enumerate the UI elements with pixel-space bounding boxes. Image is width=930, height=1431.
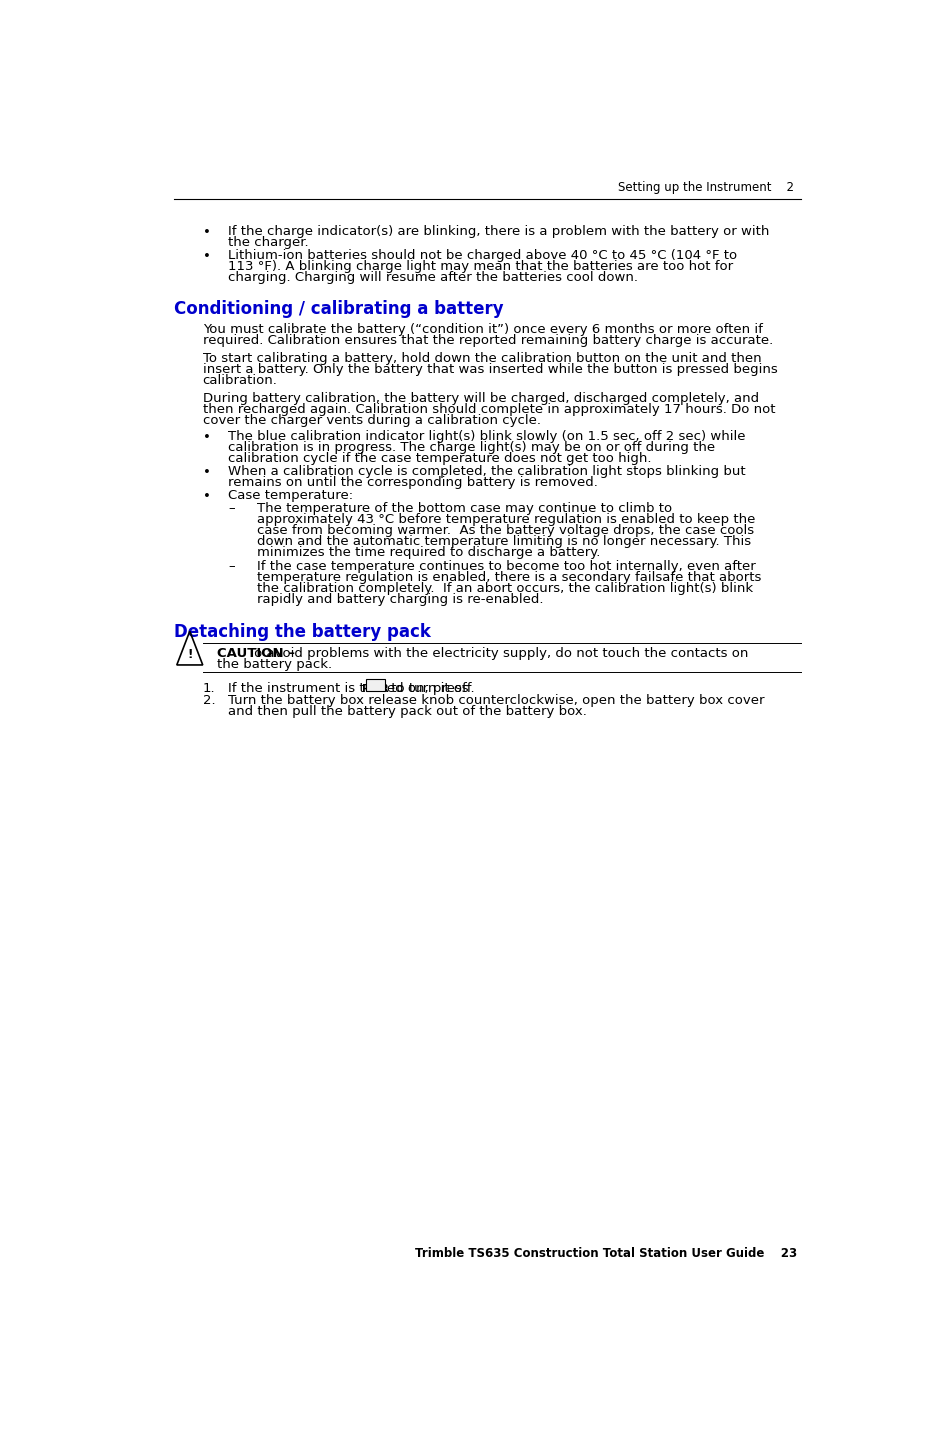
Text: the battery pack.: the battery pack. xyxy=(217,658,332,671)
Text: 1.: 1. xyxy=(203,681,216,694)
Text: rapidly and battery charging is re-enabled.: rapidly and battery charging is re-enabl… xyxy=(257,592,543,605)
Text: •: • xyxy=(203,249,210,263)
Text: temperature regulation is enabled, there is a secondary failsafe that aborts: temperature regulation is enabled, there… xyxy=(257,571,761,584)
Text: calibration.: calibration. xyxy=(203,375,278,388)
Text: To avoid problems with the electricity supply, do not touch the contacts on: To avoid problems with the electricity s… xyxy=(244,647,749,660)
Text: •: • xyxy=(203,226,210,239)
Text: The blue calibration indicator light(s) blink slowly (on 1.5 sec, off 2 sec) whi: The blue calibration indicator light(s) … xyxy=(228,429,746,444)
Text: 2.: 2. xyxy=(203,694,216,707)
Text: then recharged again. Calibration should complete in approximately 17 hours. Do : then recharged again. Calibration should… xyxy=(203,404,776,416)
Text: •: • xyxy=(203,431,210,444)
Text: Case temperature:: Case temperature: xyxy=(228,489,353,502)
Text: the calibration completely.  If an abort occurs, the calibration light(s) blink: the calibration completely. If an abort … xyxy=(257,582,753,595)
Text: •: • xyxy=(203,489,210,504)
Text: case from becoming warmer.  As the battery voltage drops, the case cools: case from becoming warmer. As the batter… xyxy=(257,524,754,537)
Text: The temperature of the bottom case may continue to climb to: The temperature of the bottom case may c… xyxy=(257,502,671,515)
Text: –: – xyxy=(228,560,234,572)
Text: •: • xyxy=(203,467,210,479)
Text: Detaching the battery pack: Detaching the battery pack xyxy=(174,622,431,641)
Text: To start calibrating a battery, hold down the calibration button on the unit and: To start calibrating a battery, hold dow… xyxy=(203,352,762,365)
Text: If the charge indicator(s) are blinking, there is a problem with the battery or : If the charge indicator(s) are blinking,… xyxy=(228,225,769,238)
Text: 113 °F). A blinking charge light may mean that the batteries are too hot for: 113 °F). A blinking charge light may mea… xyxy=(228,259,733,273)
Text: If the case temperature continues to become too hot internally, even after: If the case temperature continues to bec… xyxy=(257,560,755,572)
Text: to turn it off.: to turn it off. xyxy=(387,681,474,694)
Text: and then pull the battery pack out of the battery box.: and then pull the battery pack out of th… xyxy=(228,705,587,718)
Text: insert a battery. Only the battery that was inserted while the button is pressed: insert a battery. Only the battery that … xyxy=(203,363,777,376)
Text: You must calibrate the battery (“condition it”) once every 6 months or more ofte: You must calibrate the battery (“conditi… xyxy=(203,323,763,336)
Text: Trimble TS635 Construction Total Station User Guide    23: Trimble TS635 Construction Total Station… xyxy=(415,1248,797,1261)
Text: charging. Charging will resume after the batteries cool down.: charging. Charging will resume after the… xyxy=(228,270,638,283)
Text: CAUTION –: CAUTION – xyxy=(217,647,295,660)
Text: Lithium-ion batteries should not be charged above 40 °C to 45 °C (104 °F to: Lithium-ion batteries should not be char… xyxy=(228,249,737,262)
Text: If the instrument is turned on, press: If the instrument is turned on, press xyxy=(228,681,472,694)
Text: approximately 43 °C before temperature regulation is enabled to keep the: approximately 43 °C before temperature r… xyxy=(257,512,755,525)
Text: –: – xyxy=(228,502,234,515)
Text: calibration cycle if the case temperature does not get too high.: calibration cycle if the case temperatur… xyxy=(228,452,652,465)
Text: down and the automatic temperature limiting is no longer necessary. This: down and the automatic temperature limit… xyxy=(257,535,751,548)
Text: Conditioning / calibrating a battery: Conditioning / calibrating a battery xyxy=(174,301,503,318)
Text: PWR: PWR xyxy=(362,684,389,694)
Text: Turn the battery box release knob counterclockwise, open the battery box cover: Turn the battery box release knob counte… xyxy=(228,694,764,707)
Text: the charger.: the charger. xyxy=(228,236,309,249)
Text: minimizes the time required to discharge a battery.: minimizes the time required to discharge… xyxy=(257,547,600,560)
Text: !: ! xyxy=(187,648,193,661)
FancyBboxPatch shape xyxy=(365,678,385,691)
Text: cover the charger vents during a calibration cycle.: cover the charger vents during a calibra… xyxy=(203,415,540,428)
Text: required. Calibration ensures that the reported remaining battery charge is accu: required. Calibration ensures that the r… xyxy=(203,335,773,348)
Text: When a calibration cycle is completed, the calibration light stops blinking but: When a calibration cycle is completed, t… xyxy=(228,465,746,478)
Text: remains on until the corresponding battery is removed.: remains on until the corresponding batte… xyxy=(228,477,598,489)
Text: During battery calibration, the battery will be charged, discharged completely, : During battery calibration, the battery … xyxy=(203,392,759,405)
Text: calibration is in progress. The charge light(s) may be on or off during the: calibration is in progress. The charge l… xyxy=(228,441,715,454)
Text: Setting up the Instrument    2: Setting up the Instrument 2 xyxy=(618,180,793,193)
